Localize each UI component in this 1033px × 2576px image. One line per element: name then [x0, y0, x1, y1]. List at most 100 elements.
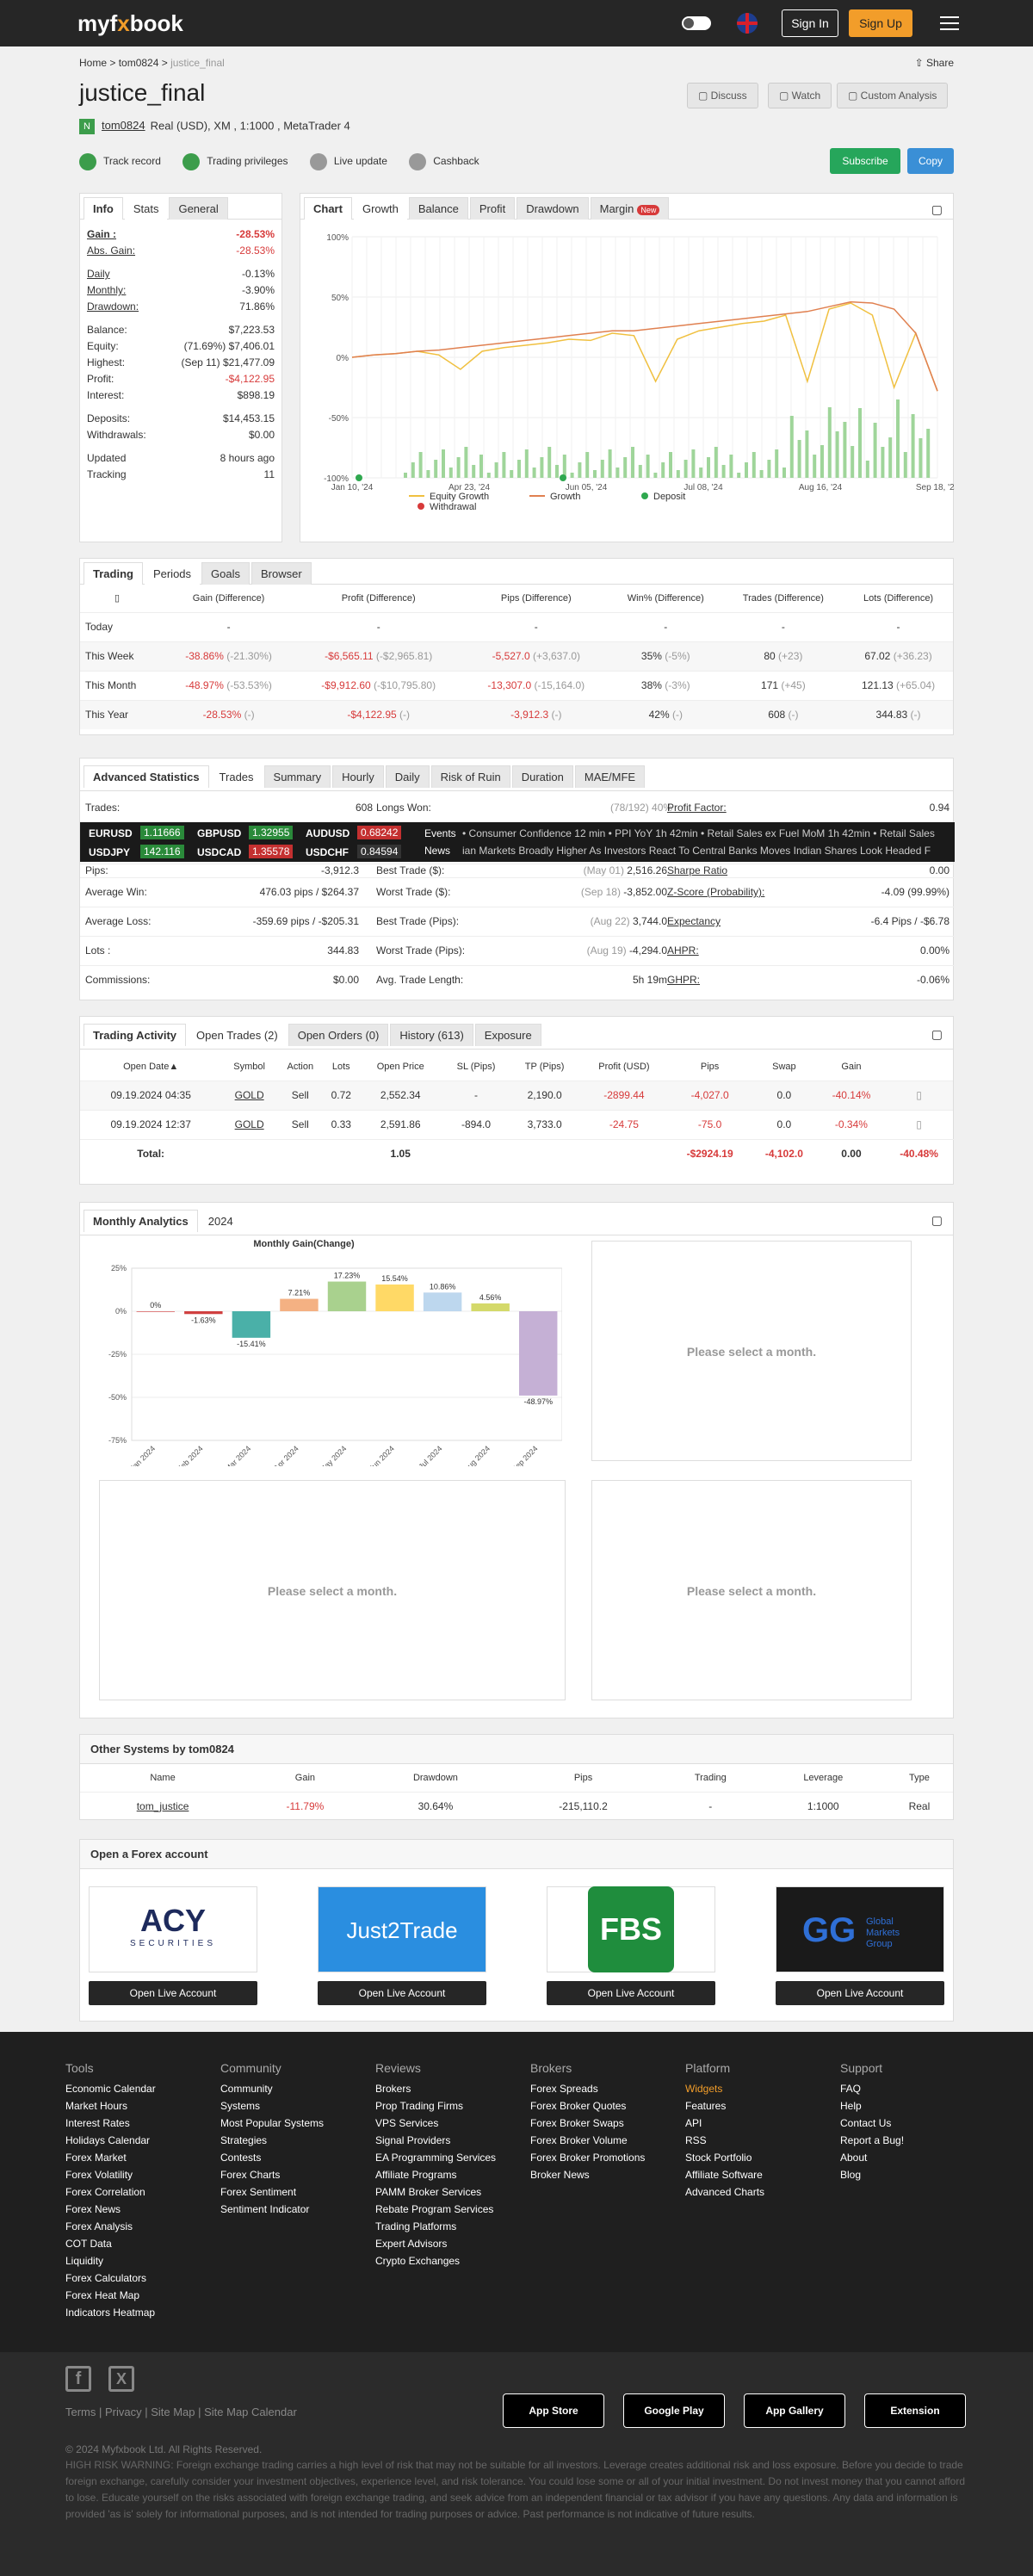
tab-open-trades-2-[interactable]: Open Trades (2): [188, 1025, 287, 1047]
footer-links[interactable]: Terms | Privacy | Site Map | Site Map Ca…: [65, 2406, 297, 2418]
column-header[interactable]: Pips: [700, 1061, 720, 1072]
discuss-button[interactable]: ▢ Discuss: [687, 83, 758, 108]
footer-link[interactable]: Rebate Program Services: [375, 2203, 494, 2215]
just2trade-logo[interactable]: Just2Trade: [318, 1886, 486, 1972]
share-button[interactable]: ⇧ Share: [914, 57, 954, 69]
tab-monthly-analytics[interactable]: Monthly Analytics: [84, 1210, 198, 1232]
footer-link[interactable]: RSS: [685, 2134, 707, 2146]
column-header[interactable]: SL (Pips): [456, 1061, 496, 1072]
footer-link[interactable]: Broker News: [530, 2169, 590, 2181]
footer-link[interactable]: Report a Bug!: [840, 2134, 905, 2146]
theme-toggle[interactable]: [682, 16, 711, 30]
footer-link[interactable]: Systems: [220, 2100, 261, 2112]
footer-link[interactable]: Signal Providers: [375, 2134, 451, 2146]
expand-icon[interactable]: ▢: [931, 1213, 943, 1227]
open-live-account-button[interactable]: Open Live Account: [318, 1981, 486, 2005]
column-header[interactable]: Swap: [772, 1061, 796, 1072]
tab-advanced-statistics[interactable]: Advanced Statistics: [84, 765, 209, 788]
tab-balance[interactable]: Balance: [408, 197, 468, 220]
facebook-icon[interactable]: f: [65, 2366, 91, 2392]
tab-trading[interactable]: Trading: [84, 562, 143, 585]
month-bar[interactable]: [280, 1298, 319, 1311]
tab-drawdown[interactable]: Drawdown: [516, 197, 589, 220]
footer-link[interactable]: Expert Advisors: [375, 2238, 448, 2250]
expand-icon[interactable]: ▢: [931, 1027, 943, 1041]
chrome-extension-button[interactable]: Extension: [864, 2393, 966, 2428]
footer-link[interactable]: Forex Volatility: [65, 2169, 133, 2181]
tab-risk-of-ruin[interactable]: Risk of Ruin: [430, 765, 510, 788]
column-header[interactable]: Action: [287, 1061, 314, 1072]
footer-link[interactable]: Most Popular Systems: [220, 2117, 325, 2129]
footer-link[interactable]: Forex Spreads: [530, 2083, 598, 2095]
ticker-symbol[interactable]: USDJPY: [89, 846, 131, 858]
table-row[interactable]: 09.19.2024 12:37 GOLD Sell 0.33 2,591.86 -894…: [80, 1109, 953, 1139]
row-action-icon[interactable]: ▯: [885, 1080, 953, 1110]
row-action-icon[interactable]: ▯: [885, 1109, 953, 1139]
footer-link[interactable]: Features: [685, 2100, 727, 2112]
open-live-account-button[interactable]: Open Live Account: [547, 1981, 715, 2005]
gmg-logo[interactable]: GG Global Markets Group: [776, 1886, 944, 1972]
tab-open-orders-0-[interactable]: Open Orders (0): [288, 1024, 389, 1046]
month-bar[interactable]: [136, 1311, 175, 1312]
tab-general[interactable]: General: [169, 197, 228, 220]
sign-in-button[interactable]: Sign In: [782, 9, 838, 37]
google-play-button[interactable]: Google Play: [623, 2393, 725, 2428]
footer-link[interactable]: Sentiment Indicator: [220, 2203, 310, 2215]
tab-2024[interactable]: 2024: [199, 1211, 242, 1233]
footer-link[interactable]: Economic Calendar: [65, 2083, 156, 2095]
footer-link[interactable]: Forex Correlation: [65, 2186, 145, 2198]
tab-goals[interactable]: Goals: [201, 562, 250, 585]
open-live-account-button[interactable]: Open Live Account: [89, 1981, 257, 2005]
table-cell[interactable]: GOLD: [221, 1109, 277, 1139]
footer-link[interactable]: Holidays Calendar: [65, 2134, 151, 2146]
ticker-symbol[interactable]: USDCHF: [306, 846, 349, 858]
footer-link[interactable]: EA Programming Services: [375, 2152, 497, 2164]
footer-link[interactable]: Interest Rates: [65, 2117, 130, 2129]
tab-daily[interactable]: Daily: [385, 765, 430, 788]
table-row[interactable]: 09.19.2024 04:35 GOLD Sell 0.72 2,552.34-2,1…: [80, 1080, 953, 1110]
footer-link[interactable]: Contests: [220, 2152, 262, 2164]
acy-logo[interactable]: ACY SECURITIES: [89, 1886, 257, 1972]
ticker-symbol[interactable]: USDCAD: [197, 846, 242, 858]
footer-link[interactable]: Blog: [840, 2169, 862, 2181]
trading-privileges-badge[interactable]: Trading privileges: [182, 153, 288, 170]
cashback-badge[interactable]: Cashback: [409, 153, 479, 170]
month-bar[interactable]: [471, 1303, 510, 1311]
footer-link[interactable]: Forex Charts: [220, 2169, 281, 2181]
column-header[interactable]: Lots: [331, 1061, 350, 1072]
column-header[interactable]: Profit (USD): [598, 1061, 650, 1072]
footer-link[interactable]: Trading Platforms: [375, 2220, 457, 2232]
table-cell[interactable]: GOLD: [221, 1080, 277, 1110]
tab-summary[interactable]: Summary: [263, 765, 331, 788]
footer-link[interactable]: Forex Broker Swaps: [530, 2117, 624, 2129]
footer-link[interactable]: Widgets: [685, 2083, 723, 2095]
owner-link[interactable]: tom0824: [102, 119, 145, 133]
crumb-user[interactable]: tom0824: [118, 57, 159, 69]
month-bar[interactable]: [327, 1281, 367, 1311]
footer-link[interactable]: VPS Services: [375, 2117, 439, 2129]
table-cell[interactable]: tom_justice: [80, 1791, 246, 1821]
footer-link[interactable]: PAMM Broker Services: [375, 2186, 482, 2198]
footer-link[interactable]: Contact Us: [840, 2117, 892, 2129]
tab-chart[interactable]: Chart: [304, 197, 352, 220]
month-bar[interactable]: [184, 1311, 223, 1315]
tab-info[interactable]: Info: [84, 197, 123, 220]
column-header[interactable]: Open Price: [376, 1061, 424, 1072]
footer-link[interactable]: Affiliate Programs: [375, 2169, 457, 2181]
ticker-symbol[interactable]: GBPUSD: [197, 827, 242, 839]
footer-link[interactable]: Stock Portfolio: [685, 2152, 752, 2164]
footer-link[interactable]: API: [685, 2117, 702, 2129]
footer-link[interactable]: Prop Trading Firms: [375, 2100, 464, 2112]
tab-profit[interactable]: Profit: [469, 197, 516, 220]
myfxbook-logo[interactable]: myfxbook: [77, 10, 183, 36]
tab-browser[interactable]: Browser: [251, 562, 312, 585]
column-header[interactable]: Symbol: [233, 1061, 265, 1072]
tab-hourly[interactable]: Hourly: [332, 765, 384, 788]
footer-link[interactable]: Affiliate Software: [685, 2169, 763, 2181]
ticker-symbol[interactable]: EURUSD: [89, 827, 133, 839]
footer-link[interactable]: COT Data: [65, 2238, 112, 2250]
tab-mae-mfe[interactable]: MAE/MFE: [574, 765, 646, 788]
footer-link[interactable]: Forex Broker Quotes: [530, 2100, 627, 2112]
footer-link[interactable]: Forex Market: [65, 2152, 127, 2164]
footer-link[interactable]: Forex Broker Volume: [530, 2134, 628, 2146]
